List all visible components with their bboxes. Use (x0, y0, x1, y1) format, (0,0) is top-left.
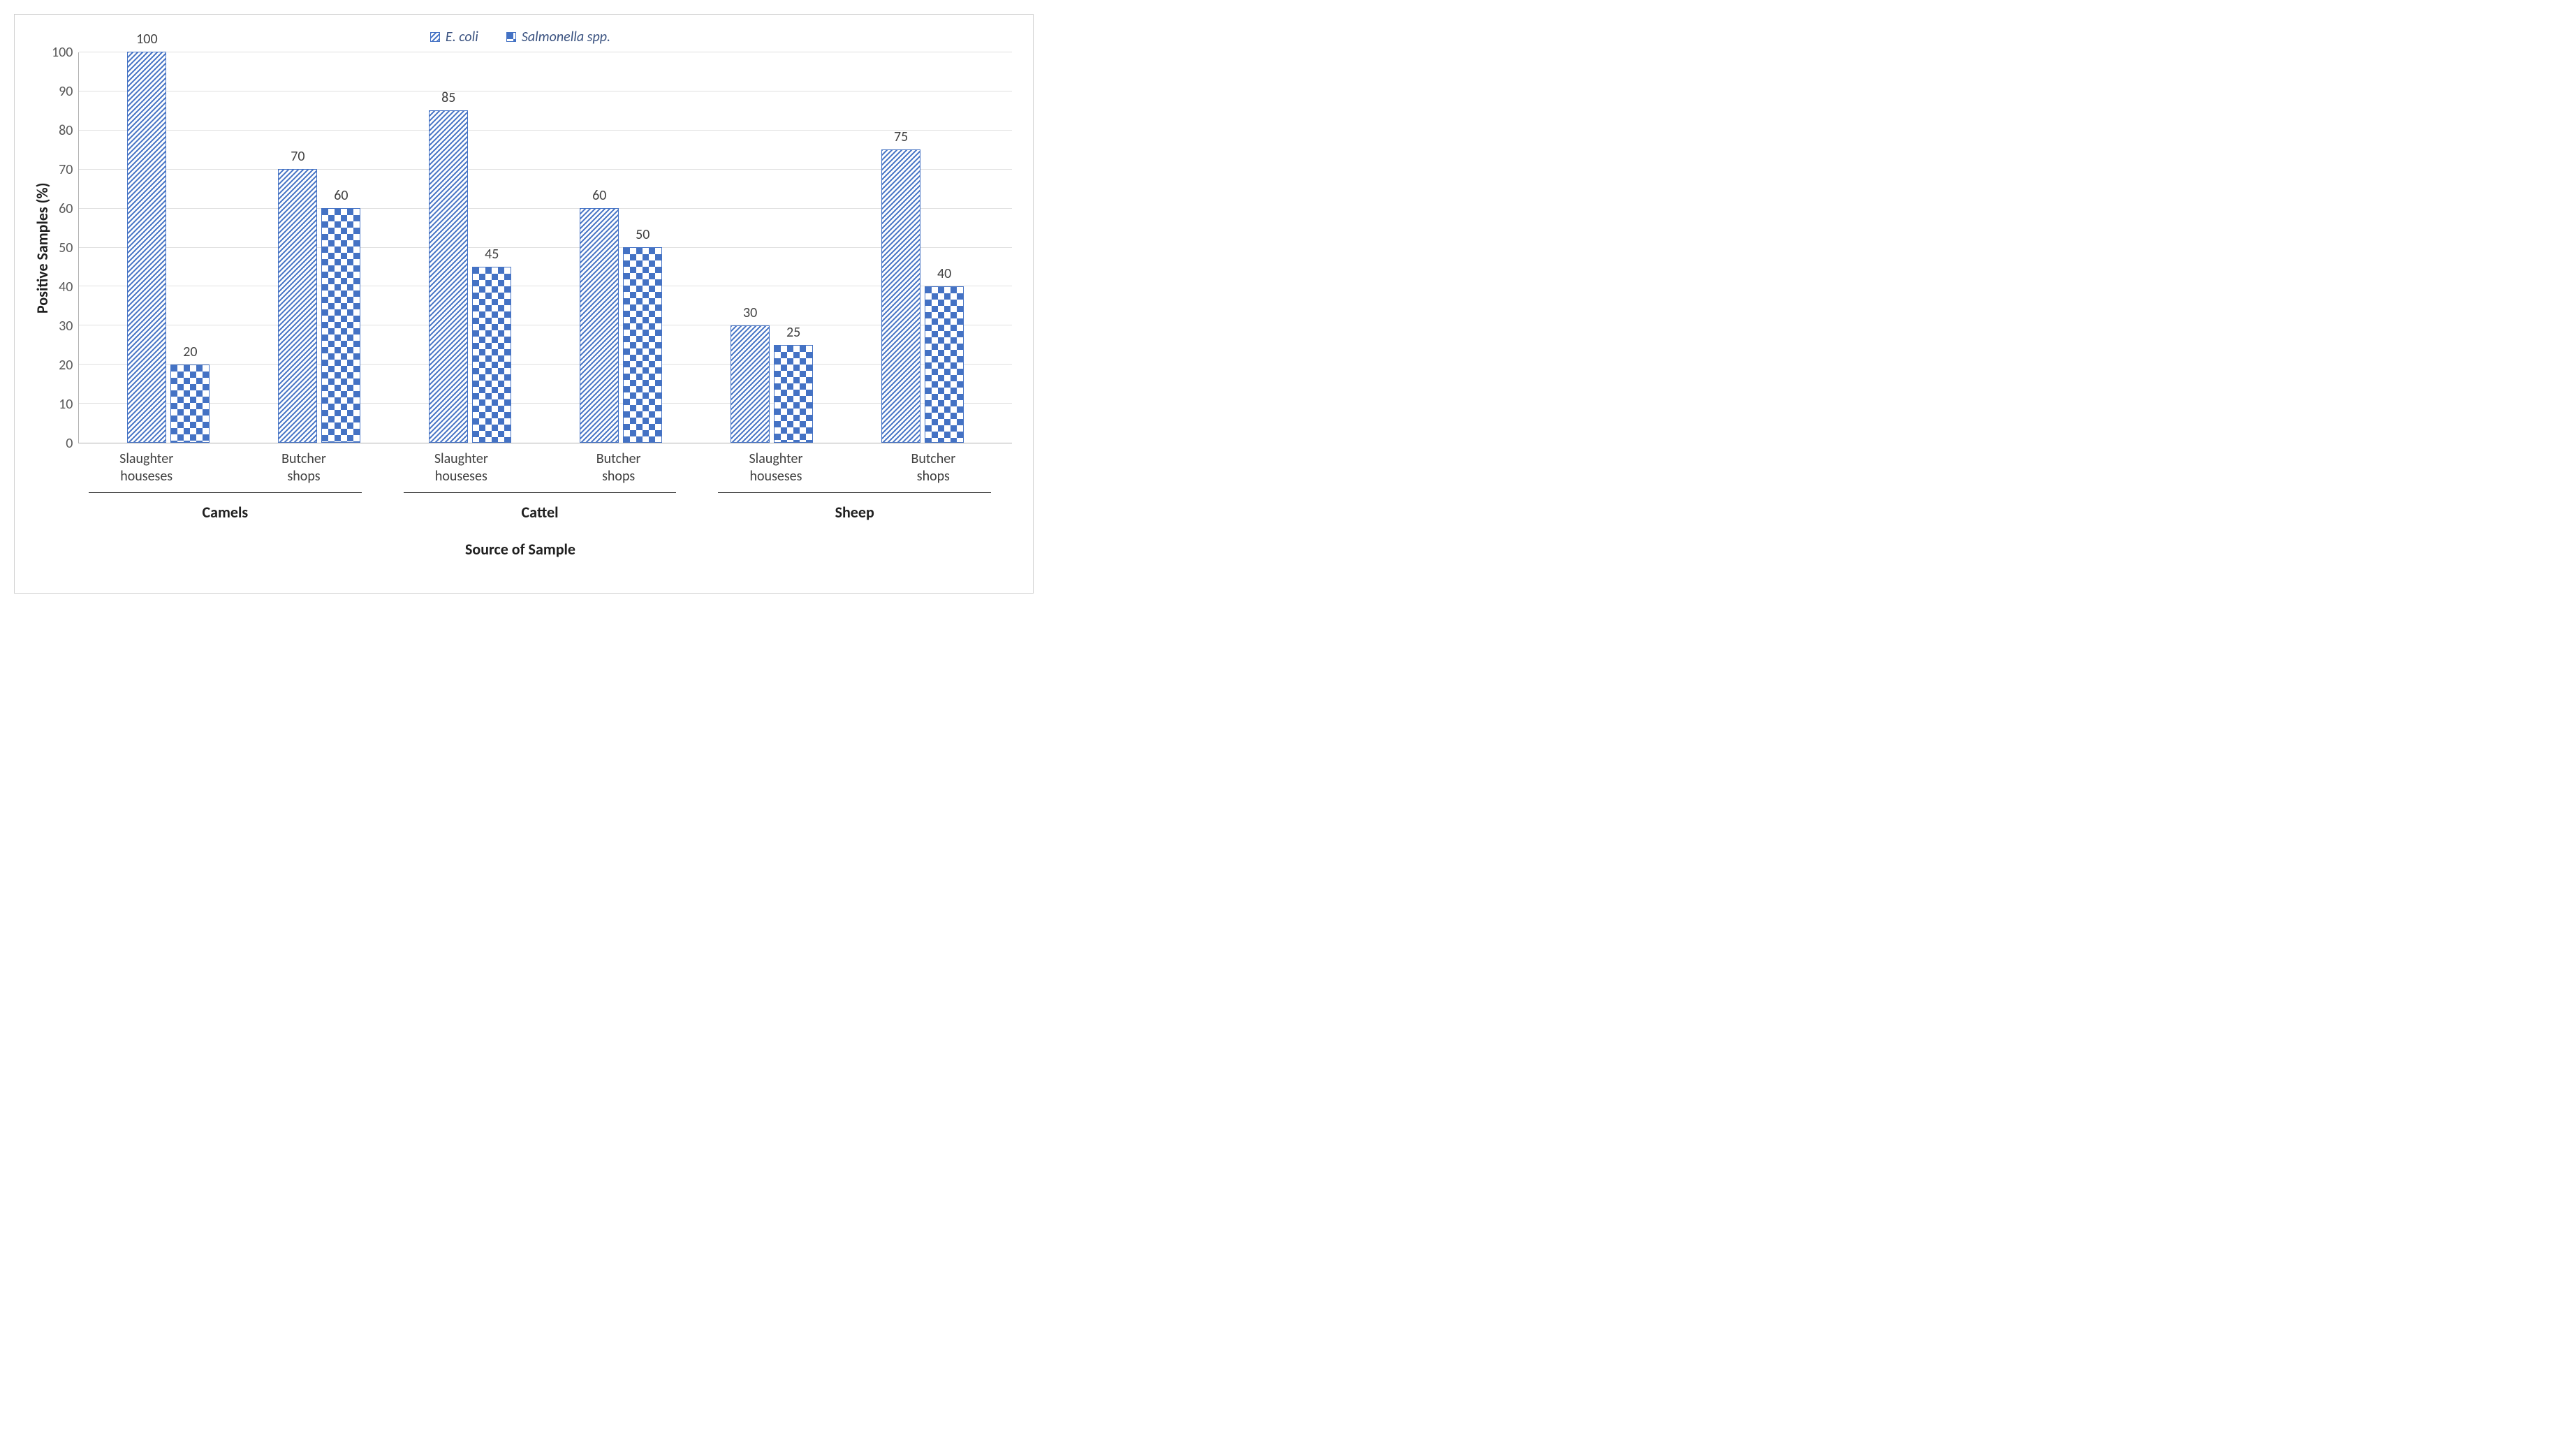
bar-group: 75 40 (847, 52, 998, 443)
x-subcategory-label: Slaughterhouseses (68, 443, 225, 485)
x-subcategory-labels: SlaughterhousesesButchershopsSlaughterho… (29, 443, 1012, 485)
bar-value-label: 20 (183, 344, 197, 360)
bar-ecoli: 85 (429, 89, 468, 443)
bar-group: 85 45 (395, 52, 545, 443)
legend-item-ecoli: E. coli (430, 29, 478, 45)
bar-value-label: 25 (786, 324, 800, 341)
legend-item-salmonella: Salmonella spp. (506, 29, 610, 45)
category-rule (404, 492, 677, 493)
bar-ecoli: 75 (881, 128, 920, 443)
category-labels: CamelsCattelSheep (29, 503, 1012, 522)
bar-ecoli: 70 (278, 148, 317, 443)
category-label: Camels (68, 503, 383, 522)
bar-salmonella: 60 (321, 187, 360, 443)
bar-group: 70 60 (244, 52, 395, 443)
legend: E. coli Salmonella spp. (29, 29, 1012, 45)
x-subcategory-label: Butchershops (855, 443, 1012, 485)
bar-value-label: 40 (937, 265, 951, 282)
bar-value-label: 30 (743, 304, 757, 321)
bar-value-label: 50 (636, 226, 649, 243)
bars-layer: 10020 70 60 85 45 60 50 30 25 75 40 (79, 52, 1012, 443)
bar-value-label: 60 (592, 187, 606, 204)
legend-swatch-diagonal (430, 32, 440, 42)
bar-group: 10020 (93, 52, 244, 443)
bar-salmonella: 40 (925, 265, 964, 443)
plot-wrapper: Positive Samples (%) 1009080706050403020… (29, 52, 1012, 443)
plot-area: 10020 70 60 85 45 60 50 30 25 75 40 (78, 52, 1012, 443)
bar-rect (472, 267, 511, 443)
y-axis-ticks: 1009080706050403020100 (52, 52, 78, 443)
bar-ecoli: 100 (127, 31, 166, 443)
category-label: Cattel (383, 503, 698, 522)
bar-value-label: 75 (894, 128, 908, 145)
bar-rect (881, 149, 920, 443)
x-subcategory-label: Slaughterhouseses (697, 443, 854, 485)
legend-label-ecoli: E. coli (446, 29, 478, 45)
bar-value-label: 100 (136, 31, 157, 47)
x-subcategory-label: Butchershops (540, 443, 697, 485)
category-rule (718, 492, 991, 493)
x-axis-title: Source of Sample (29, 540, 1012, 559)
bar-rect (731, 325, 770, 443)
category-rules (29, 492, 1012, 493)
legend-swatch-checker (506, 32, 516, 42)
bar-rect (321, 208, 360, 443)
legend-label-salmonella: Salmonella spp. (522, 29, 610, 45)
chart-container: E. coli Salmonella spp. Positive Samples… (14, 14, 1034, 594)
x-subcategory-label: Slaughterhouseses (383, 443, 540, 485)
bar-rect (925, 286, 964, 443)
category-rule (89, 492, 362, 493)
bar-value-label: 70 (291, 148, 304, 165)
bar-salmonella: 50 (623, 226, 662, 443)
bar-group: 60 50 (545, 52, 696, 443)
category-label: Sheep (697, 503, 1012, 522)
bar-ecoli: 30 (731, 304, 770, 443)
bar-salmonella: 25 (774, 324, 813, 443)
bar-value-label: 85 (441, 89, 455, 106)
bar-rect (127, 52, 166, 443)
bar-rect (580, 208, 619, 443)
bar-rect (623, 247, 662, 443)
bar-salmonella: 45 (472, 246, 511, 443)
bar-rect (170, 365, 210, 443)
y-axis-title: Positive Samples (%) (29, 52, 52, 443)
bar-value-label: 60 (334, 187, 348, 204)
bar-group: 30 25 (696, 52, 847, 443)
bar-salmonella: 20 (170, 344, 210, 443)
bar-rect (278, 169, 317, 443)
bar-ecoli: 60 (580, 187, 619, 443)
x-subcategory-label: Butchershops (225, 443, 382, 485)
bar-value-label: 45 (485, 246, 499, 263)
bar-rect (429, 110, 468, 443)
bar-rect (774, 345, 813, 443)
